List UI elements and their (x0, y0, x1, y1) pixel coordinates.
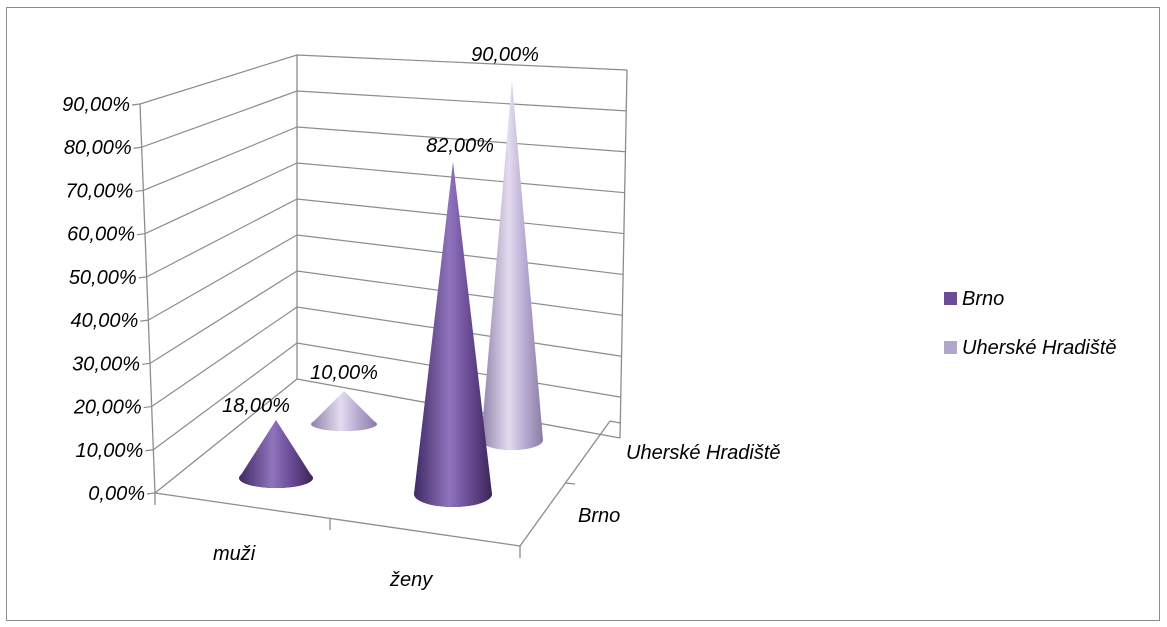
y-tick-label-8: 80,00% (64, 137, 132, 159)
y-tick-mark-7 (135, 189, 144, 193)
y-tick-label-0: 0,00% (88, 483, 145, 505)
gridline-2 (151, 306, 622, 408)
x-label-zeny: ženy (389, 569, 433, 591)
cone-brno-0 (239, 420, 313, 488)
gridline-6 (144, 162, 625, 235)
y-tick-label-1: 10,00% (75, 440, 143, 462)
gridline-8 (141, 90, 627, 148)
gridline-7 (143, 126, 626, 191)
legend-label-uherske-hradiste: Uherské Hradiště (962, 337, 1117, 359)
cone-brno-1 (414, 161, 492, 507)
y-tick-mark-1 (145, 449, 154, 452)
right-back-edge (619, 69, 628, 439)
gridline-4 (148, 234, 624, 321)
y-tick-label-9: 90,00% (62, 94, 130, 116)
data-label-1-1: 90,00% (471, 44, 539, 66)
legend-swatch-uherske-hradiste (944, 341, 957, 354)
gridline-3 (149, 270, 623, 364)
gridline-9 (139, 54, 628, 105)
y-tick-mark-9 (131, 103, 141, 106)
y-tick-mark-4 (140, 319, 149, 322)
chart-frame (6, 7, 1160, 621)
y-tick-mark-8 (133, 146, 142, 149)
y-tick-mark-0 (146, 492, 156, 495)
cone-uherské-hradiště-1 (481, 80, 543, 451)
depth-label-uherske-hradiste: Uherské Hradiště (626, 442, 781, 464)
depth-tick-mid (564, 482, 576, 485)
legend-swatch-brno (944, 292, 957, 305)
y-tick-labels: 0,00% 10,00% 20,00% 30,00% 40,00% 50,00% 60,00… (62, 94, 145, 505)
depth-label-brno: Brno (578, 505, 620, 527)
cones (239, 80, 543, 507)
y-tick-mark-2 (143, 405, 152, 409)
floor-left-edge (154, 378, 298, 494)
y-tick-label-4: 40,00% (70, 310, 138, 332)
y-tick-label-5: 50,00% (69, 267, 137, 289)
data-label-0-1: 82,00% (426, 135, 494, 157)
chart-axes (139, 55, 628, 558)
y-tick-label-6: 60,00% (67, 224, 135, 246)
y-tick-mark-6 (136, 233, 146, 236)
x-axis-line (154, 492, 521, 547)
data-label-1-0: 10,00% (310, 362, 378, 384)
data-labels: 10,00% 90,00% 18,00% 82,00% (222, 44, 539, 417)
legend-label-brno: Brno (962, 288, 1004, 310)
y-tick-mark-5 (138, 276, 147, 279)
y-tick-label-3: 30,00% (72, 353, 140, 375)
depth-tick-end (609, 420, 621, 424)
data-label-0-0: 18,00% (222, 395, 290, 417)
y-tick-label-2: 20,00% (73, 397, 142, 419)
gridlines (131, 54, 628, 495)
y-tick-mark-3 (141, 362, 151, 365)
legend: Brno Uherské Hradiště (944, 288, 1117, 359)
x-label-muzi: muži (213, 543, 256, 565)
cone-uherské-hradiště-0 (311, 391, 377, 431)
gridline-5 (146, 198, 624, 278)
left-wall-edge (139, 103, 156, 494)
y-tick-label-7: 70,00% (65, 180, 133, 202)
